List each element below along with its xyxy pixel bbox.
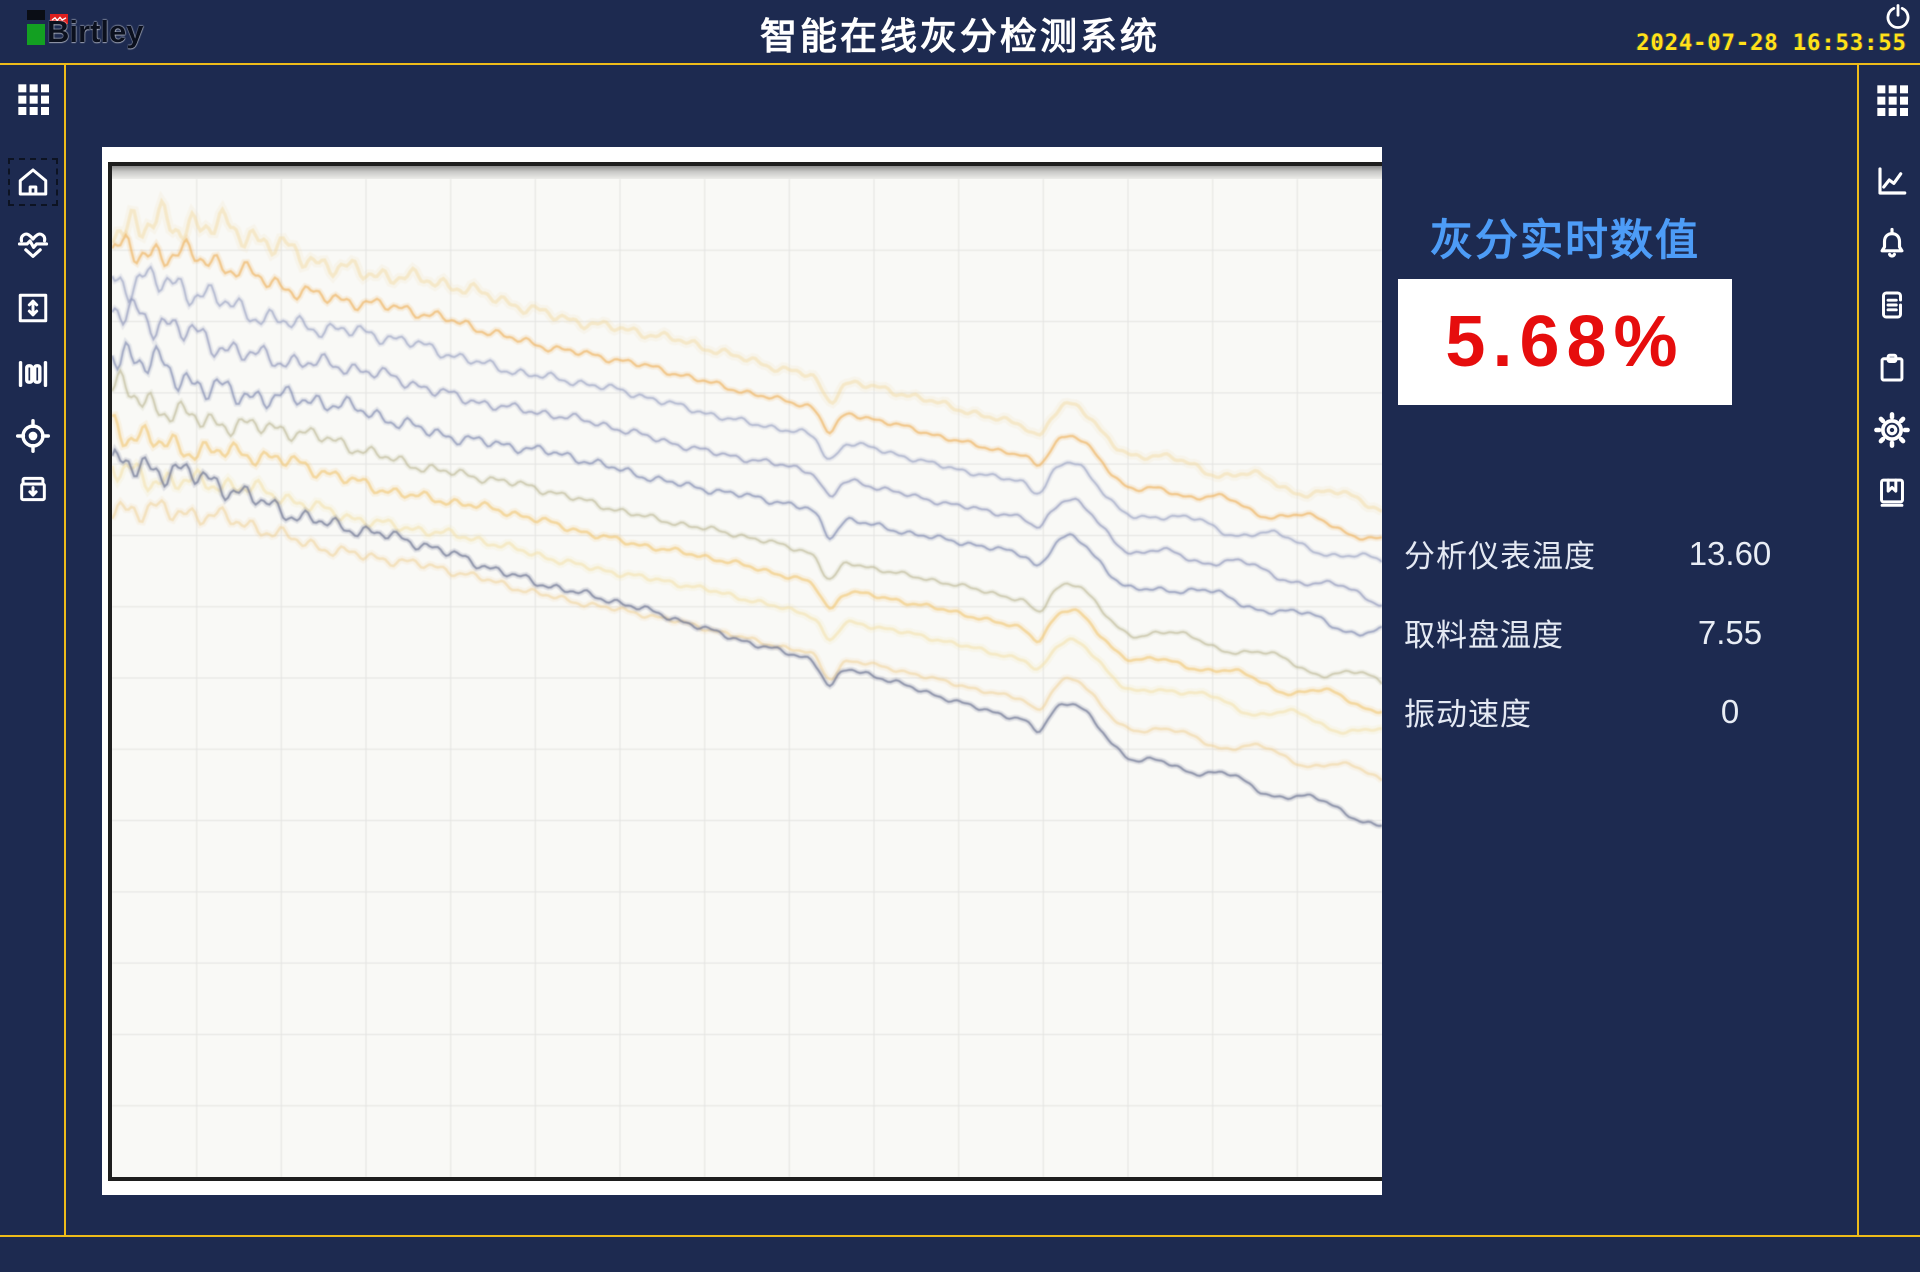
sidebar-item-report[interactable] bbox=[1870, 283, 1914, 327]
heart-pulse-icon bbox=[15, 227, 51, 263]
sidebar-item-manual[interactable] bbox=[1870, 470, 1914, 514]
reading-label: 振动速度 bbox=[1404, 697, 1532, 732]
reading-value: 13.60 bbox=[1688, 534, 1772, 572]
grid-icon bbox=[1876, 84, 1908, 116]
book-icon bbox=[1875, 475, 1909, 509]
reading-row-vibration-speed: 振动速度 0 bbox=[1404, 672, 1809, 751]
reading-label: 取料盘温度 bbox=[1404, 618, 1564, 653]
archive-down-icon bbox=[16, 472, 50, 506]
left-sidebar bbox=[0, 65, 64, 1235]
ash-value-box: 5.68% bbox=[1398, 279, 1732, 405]
trend-chart-icon bbox=[1874, 163, 1910, 199]
reading-value: 0 bbox=[1720, 692, 1740, 730]
sidebar-item-health[interactable] bbox=[11, 223, 55, 267]
reading-row-tray-temp: 取料盘温度 7.55 bbox=[1404, 593, 1809, 672]
trace-lines bbox=[112, 179, 1382, 1177]
bell-icon bbox=[1874, 225, 1910, 261]
home-icon bbox=[16, 165, 50, 199]
gate-bars-icon bbox=[16, 357, 50, 391]
birtley-logo: Birtley bbox=[27, 8, 177, 50]
report-icon bbox=[1875, 288, 1909, 322]
reading-label: 分析仪表温度 bbox=[1404, 539, 1596, 574]
logo-black-square bbox=[27, 10, 45, 20]
ash-value: 5.68% bbox=[1445, 302, 1685, 382]
power-icon[interactable] bbox=[1884, 3, 1912, 31]
sidebar-item-settings[interactable] bbox=[1870, 408, 1914, 452]
sidebar-item-home[interactable] bbox=[11, 160, 55, 204]
left-sidebar-divider bbox=[64, 65, 66, 1235]
sidebar-item-target[interactable] bbox=[11, 414, 55, 458]
trend-chart-panel bbox=[102, 147, 1382, 1195]
gear-icon bbox=[1874, 412, 1910, 448]
plot-top-scrollbar[interactable] bbox=[112, 166, 1382, 179]
reading-value: 7.55 bbox=[1697, 613, 1763, 651]
sidebar-item-archive[interactable] bbox=[11, 467, 55, 511]
reading-row-analyzer-temp: 分析仪表温度 13.60 bbox=[1404, 514, 1809, 593]
footer-divider-line bbox=[0, 1235, 1920, 1237]
datetime-display: 2024-07-28 16:53:55 bbox=[1636, 31, 1907, 56]
sidebar-item-trend[interactable] bbox=[1870, 159, 1914, 203]
sidebar-item-level[interactable] bbox=[11, 286, 55, 330]
right-sidebar bbox=[1859, 65, 1920, 1235]
sidebar-item-clipboard[interactable] bbox=[1870, 346, 1914, 390]
updown-box-icon bbox=[16, 291, 50, 325]
grid-icon bbox=[17, 83, 49, 115]
sidebar-item-grid[interactable] bbox=[11, 77, 55, 121]
header-divider-line bbox=[0, 63, 1920, 65]
logo-text: Birtley bbox=[47, 14, 144, 49]
plot-frame bbox=[108, 162, 1382, 1181]
logo-green-square bbox=[27, 24, 45, 45]
selection-focus-box bbox=[8, 158, 58, 206]
readings-list: 分析仪表温度 13.60 取料盘温度 7.55 振动速度 0 bbox=[1404, 514, 1809, 751]
logo-pulse-icon bbox=[50, 11, 68, 24]
sidebar-item-alarms[interactable] bbox=[1870, 221, 1914, 265]
plot-area bbox=[112, 179, 1382, 1177]
sidebar-item-grid-right[interactable] bbox=[1870, 78, 1914, 122]
page-title: 智能在线灰分检测系统 bbox=[760, 16, 1160, 57]
footer-bar bbox=[0, 1237, 1920, 1272]
header-bar: Birtley 智能在线灰分检测系统 2024-07-28 16:53:55 bbox=[0, 0, 1920, 63]
clipboard-icon bbox=[1875, 351, 1909, 385]
right-sidebar-divider bbox=[1857, 65, 1859, 1235]
ash-panel-heading: 灰分实时数值 bbox=[1430, 217, 1700, 265]
target-icon bbox=[15, 418, 51, 454]
sidebar-item-gate[interactable] bbox=[11, 352, 55, 396]
